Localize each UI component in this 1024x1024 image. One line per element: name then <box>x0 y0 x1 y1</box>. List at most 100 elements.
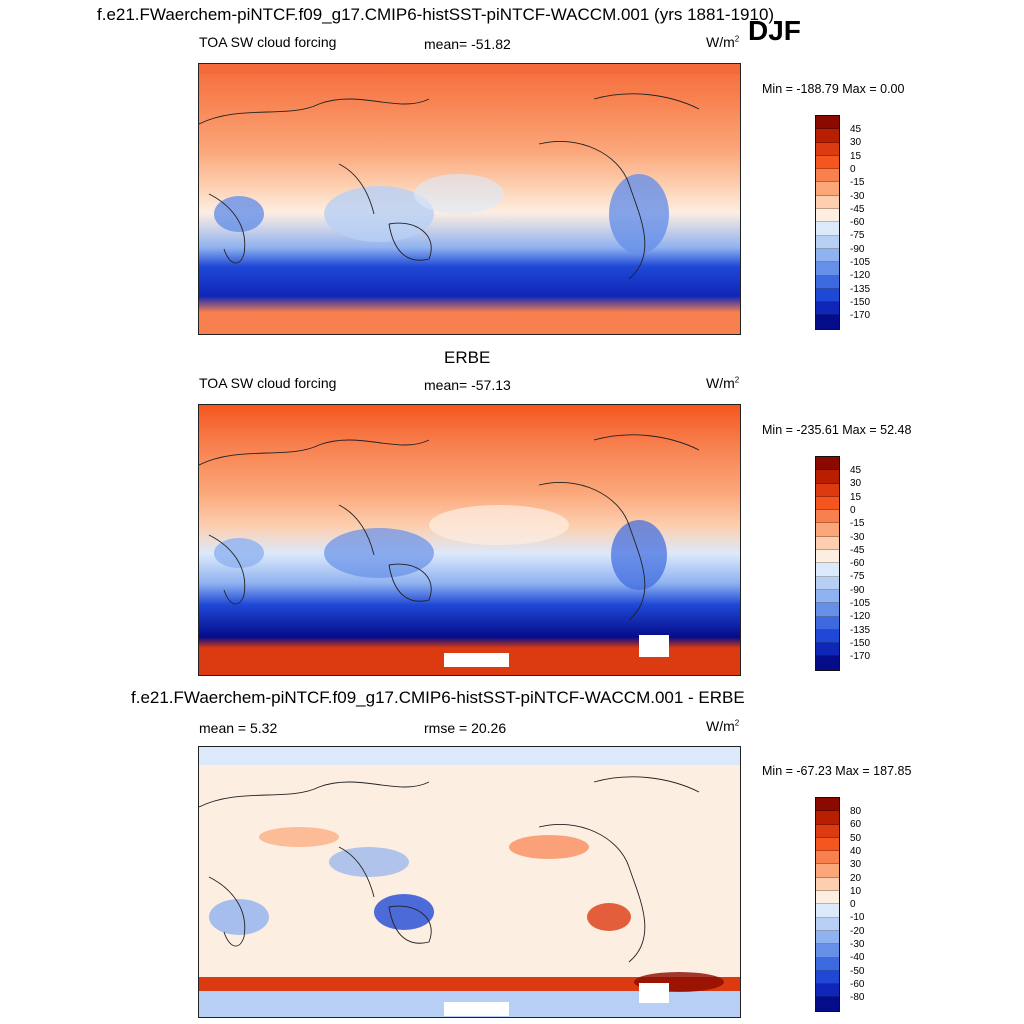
colorbar-tick-label: 0 <box>850 163 856 175</box>
panel1-map <box>198 63 741 335</box>
colorbar-cell <box>816 262 839 276</box>
colorbar-tick-label: 30 <box>850 137 862 149</box>
colorbar-tick-label: 10 <box>850 885 862 897</box>
colorbar-tick-label: -20 <box>850 925 865 937</box>
colorbar-tick-label: -45 <box>850 203 865 215</box>
colorbar-cell <box>816 997 839 1011</box>
panel1-mean-label: mean= -51.82 <box>424 36 511 52</box>
colorbar-cell <box>816 222 839 236</box>
colorbar-tick-label: -75 <box>850 230 865 242</box>
colorbar-tick-label: -60 <box>850 978 865 990</box>
colorbar-tick-label: 60 <box>850 819 862 831</box>
colorbar-cell <box>816 209 839 223</box>
colorbar-cell <box>816 275 839 289</box>
colorbar-cell <box>816 656 839 670</box>
panel2-map <box>198 404 741 676</box>
colorbar-tick-label: -45 <box>850 544 865 556</box>
colorbar-tick-label: -150 <box>850 637 871 649</box>
panel3-heading: f.e21.FWaerchem-piNTCF.f09_g17.CMIP6-his… <box>131 688 745 707</box>
colorbar-tick-label: -10 <box>850 912 865 924</box>
colorbar-cell <box>816 248 839 263</box>
colorbar-tick-label: -60 <box>850 217 865 229</box>
colorbar-tick-label: 80 <box>850 806 862 817</box>
colorbar-tick-label: -120 <box>850 270 871 282</box>
colorbar-tick-label: 45 <box>850 465 862 476</box>
colorbar-tick-label: 50 <box>850 832 862 844</box>
colorbar-cell <box>816 917 839 931</box>
colorbar-tick-label: -40 <box>850 952 865 964</box>
colorbar-cell <box>816 496 839 511</box>
colorbar-cell <box>816 116 839 130</box>
colorbar-tick-label: -170 <box>850 310 871 322</box>
colorbar-cell <box>816 957 839 971</box>
colorbar-cell <box>816 470 839 484</box>
colorbar-cell <box>816 550 839 564</box>
colorbar-cell <box>816 616 839 630</box>
colorbar-cell <box>816 288 839 303</box>
colorbar-tick-label: 15 <box>850 491 862 503</box>
colorbar-cell <box>816 811 839 825</box>
colorbar-cell <box>816 142 839 156</box>
colorbar-cell <box>816 798 839 812</box>
colorbar-cell <box>816 155 839 170</box>
panel2-units: W/m2 <box>706 375 740 391</box>
colorbar-tick-label: -30 <box>850 939 865 950</box>
colorbar-cell <box>816 129 839 143</box>
colorbar-cell <box>816 315 839 329</box>
colorbar-cell <box>816 523 839 537</box>
colorbar-cell <box>816 851 839 865</box>
panel3-colorbar <box>815 797 840 1012</box>
colorbar-cell <box>816 944 839 958</box>
colorbar-tick-label: 40 <box>850 845 862 857</box>
panel1-minmax: Min = -188.79 Max = 0.00 <box>762 82 905 96</box>
colorbar-tick-label: 30 <box>850 859 862 871</box>
colorbar-cell <box>816 864 839 878</box>
colorbar-cell <box>816 563 839 577</box>
colorbar-cell <box>816 970 839 985</box>
colorbar-cell <box>816 603 839 617</box>
colorbar-tick-label: -120 <box>850 611 871 623</box>
colorbar-tick-label: 0 <box>850 899 856 911</box>
colorbar-tick-label: -135 <box>850 283 871 295</box>
colorbar-tick-label: -60 <box>850 558 865 570</box>
colorbar-cell <box>816 904 839 918</box>
panel2-heading: ERBE <box>444 348 491 367</box>
colorbar-tick-label: 0 <box>850 504 856 516</box>
colorbar-cell <box>816 302 839 316</box>
colorbar-tick-label: -105 <box>850 257 871 268</box>
colorbar-tick-label: -30 <box>850 531 865 543</box>
colorbar-tick-label: 30 <box>850 478 862 490</box>
panel1-variable-label: TOA SW cloud forcing <box>199 34 337 50</box>
colorbar-cell <box>816 824 839 838</box>
colorbar-tick-label: -170 <box>850 651 871 663</box>
panel1-units: W/m2 <box>706 34 740 50</box>
panel3-units: W/m2 <box>706 718 740 734</box>
colorbar-cell <box>816 576 839 590</box>
colorbar-cell <box>816 643 839 657</box>
panel2-minmax: Min = -235.61 Max = 52.48 <box>762 423 912 437</box>
colorbar-tick-label: 45 <box>850 124 862 135</box>
panel3-mean-label: mean = 5.32 <box>199 720 278 736</box>
colorbar-cell <box>816 195 839 210</box>
colorbar-cell <box>816 510 839 524</box>
colorbar-cell <box>816 891 839 905</box>
colorbar-tick-label: -80 <box>850 992 865 1004</box>
colorbar-cell <box>816 182 839 196</box>
figure-title: f.e21.FWaerchem-piNTCF.f09_g17.CMIP6-his… <box>97 5 775 24</box>
season-label: DJF <box>748 15 801 46</box>
colorbar-cell <box>816 536 839 551</box>
colorbar-cell <box>816 235 839 249</box>
panel3-map <box>198 746 741 1018</box>
colorbar-tick-label: -30 <box>850 190 865 202</box>
colorbar-tick-label: -105 <box>850 598 871 609</box>
colorbar-cell <box>816 877 839 892</box>
panel3-minmax: Min = -67.23 Max = 187.85 <box>762 764 912 778</box>
colorbar-cell <box>816 837 839 852</box>
panel2-colorbar <box>815 456 840 671</box>
colorbar-tick-label: -90 <box>850 584 865 596</box>
colorbar-cell <box>816 984 839 998</box>
colorbar-tick-label: -75 <box>850 571 865 583</box>
colorbar-tick-label: 20 <box>850 872 862 884</box>
colorbar-tick-label: -135 <box>850 624 871 636</box>
colorbar-tick-label: -50 <box>850 965 865 977</box>
